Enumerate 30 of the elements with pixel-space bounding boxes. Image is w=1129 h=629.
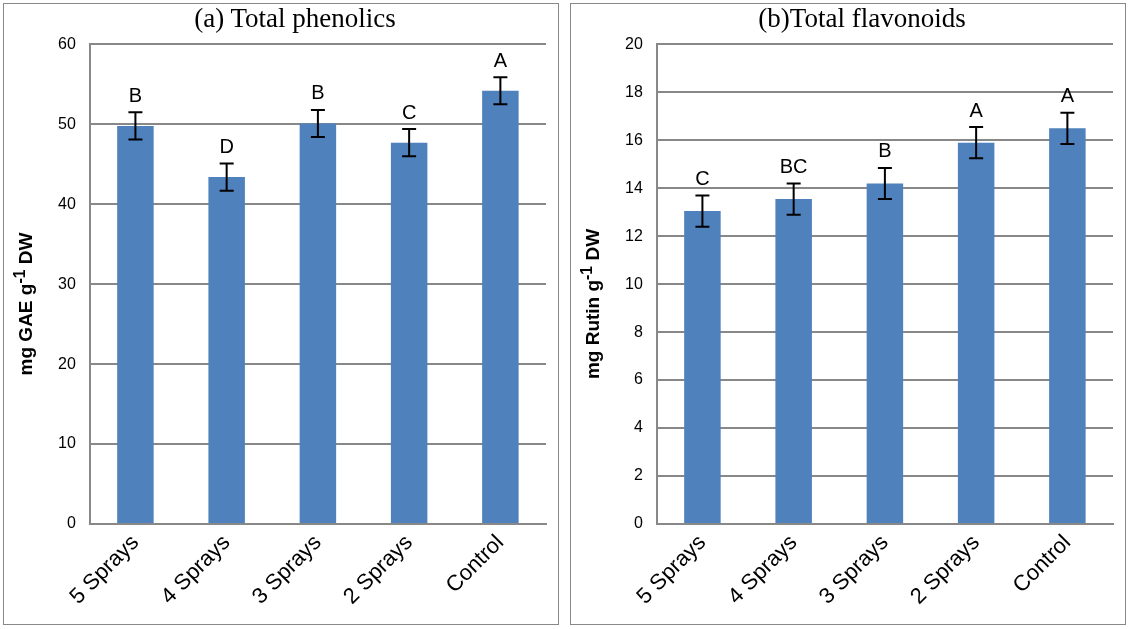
y-tick-label: 14 [625,178,643,196]
data-label: D [219,135,234,157]
data-label: B [878,139,892,162]
chart-title: (a) Total phenolics [194,3,396,34]
y-tick-label: 30 [58,274,76,292]
data-label: B [311,81,325,104]
chart-title: (b)Total flavonoids [758,3,966,34]
data-label: A [1060,84,1075,107]
y-tick-label: 12 [625,226,643,244]
y-tick-label: 0 [66,514,76,532]
y-tick-label: 6 [633,370,643,388]
y-tick-label: 20 [58,354,76,372]
y-tick-label: 8 [633,322,643,340]
y-tick-label: 60 [58,34,76,52]
y-tick-label: 50 [58,114,76,132]
data-label: C [401,100,417,123]
data-label: C [695,166,710,189]
data-label: A [969,98,984,121]
data-label: BC [779,154,808,177]
y-tick-label: 16 [625,130,643,148]
data-label: A [493,48,508,71]
y-tick-label: 20 [625,34,643,52]
y-tick-label: 18 [625,82,643,100]
data-label: B [128,83,143,106]
y-tick-label: 10 [625,274,643,292]
y-tick-label: 10 [58,434,76,452]
y-tick-label: 0 [633,514,643,532]
y-tick-label: 4 [633,418,643,436]
y-tick-label: 40 [58,194,76,212]
y-tick-label: 2 [633,466,643,484]
